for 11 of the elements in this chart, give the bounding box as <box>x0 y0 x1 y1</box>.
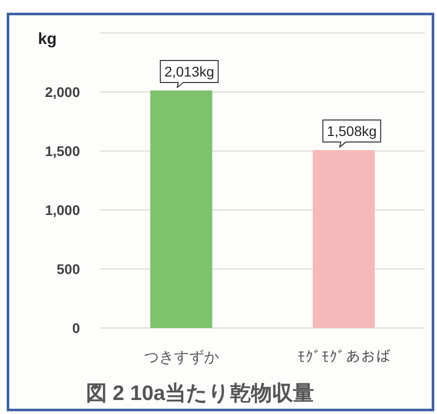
y-tick-label: 2,000 <box>44 84 80 100</box>
y-tick-label: 1,000 <box>44 202 80 218</box>
data-label: 2,013kg <box>164 63 214 80</box>
x-tick-label: つきすずか <box>144 349 219 366</box>
y-axis-title: kg <box>38 31 57 48</box>
y-tick-label: 1,500 <box>44 143 80 159</box>
x-tick-label: ﾓｸﾞﾓｸﾞあおば <box>297 349 390 366</box>
data-label: 1,508kg <box>326 123 377 140</box>
text: 図 2 10a当たり乾物収量 <box>86 382 314 405</box>
y-tick-label: 500 <box>56 261 80 277</box>
y-tick-label: 0 <box>72 320 80 336</box>
